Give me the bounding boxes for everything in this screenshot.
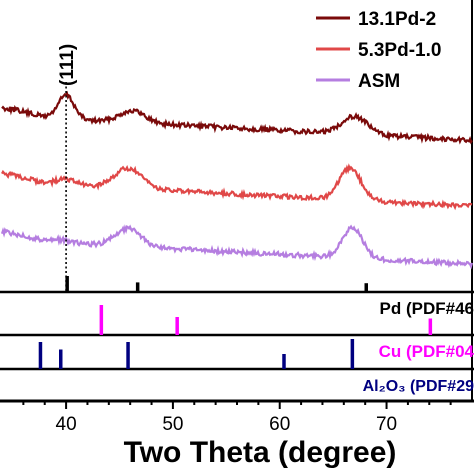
plot-frame — [0, 0, 474, 403]
series-line — [0, 224, 474, 270]
legend: 13.1Pd-2 5.3Pd-1.0 ASM — [316, 9, 441, 92]
x-tick-label: 70 — [376, 414, 397, 435]
x-tick-label: 60 — [269, 414, 290, 435]
series-line — [1, 163, 473, 211]
x-tick-label: 50 — [162, 414, 183, 435]
x-axis-title: Two Theta (degree) — [124, 436, 397, 469]
x-tick-label: 40 — [56, 414, 77, 435]
peak-annotation-label: (111) — [57, 44, 78, 86]
main-panel: (111) — [0, 44, 474, 292]
legend-label: 5.3Pd-1.0 — [358, 40, 441, 61]
pd-reference-label: Pd (PDF#46 — [380, 299, 474, 318]
cu-reference-label: Cu (PDF#04 — [379, 342, 474, 361]
al2o3-reference-label: Al₂O₃ (PDF#29 — [363, 378, 474, 395]
x-axis: 40 50 60 70 — [22, 401, 452, 435]
reference-panels: Pd (PDF#46 Cu (PDF#04 Al₂O₃ (PDF#29 — [38, 299, 474, 395]
legend-label: ASM — [358, 71, 400, 92]
legend-label: 13.1Pd-2 — [358, 9, 436, 30]
series-line — [1, 90, 473, 145]
